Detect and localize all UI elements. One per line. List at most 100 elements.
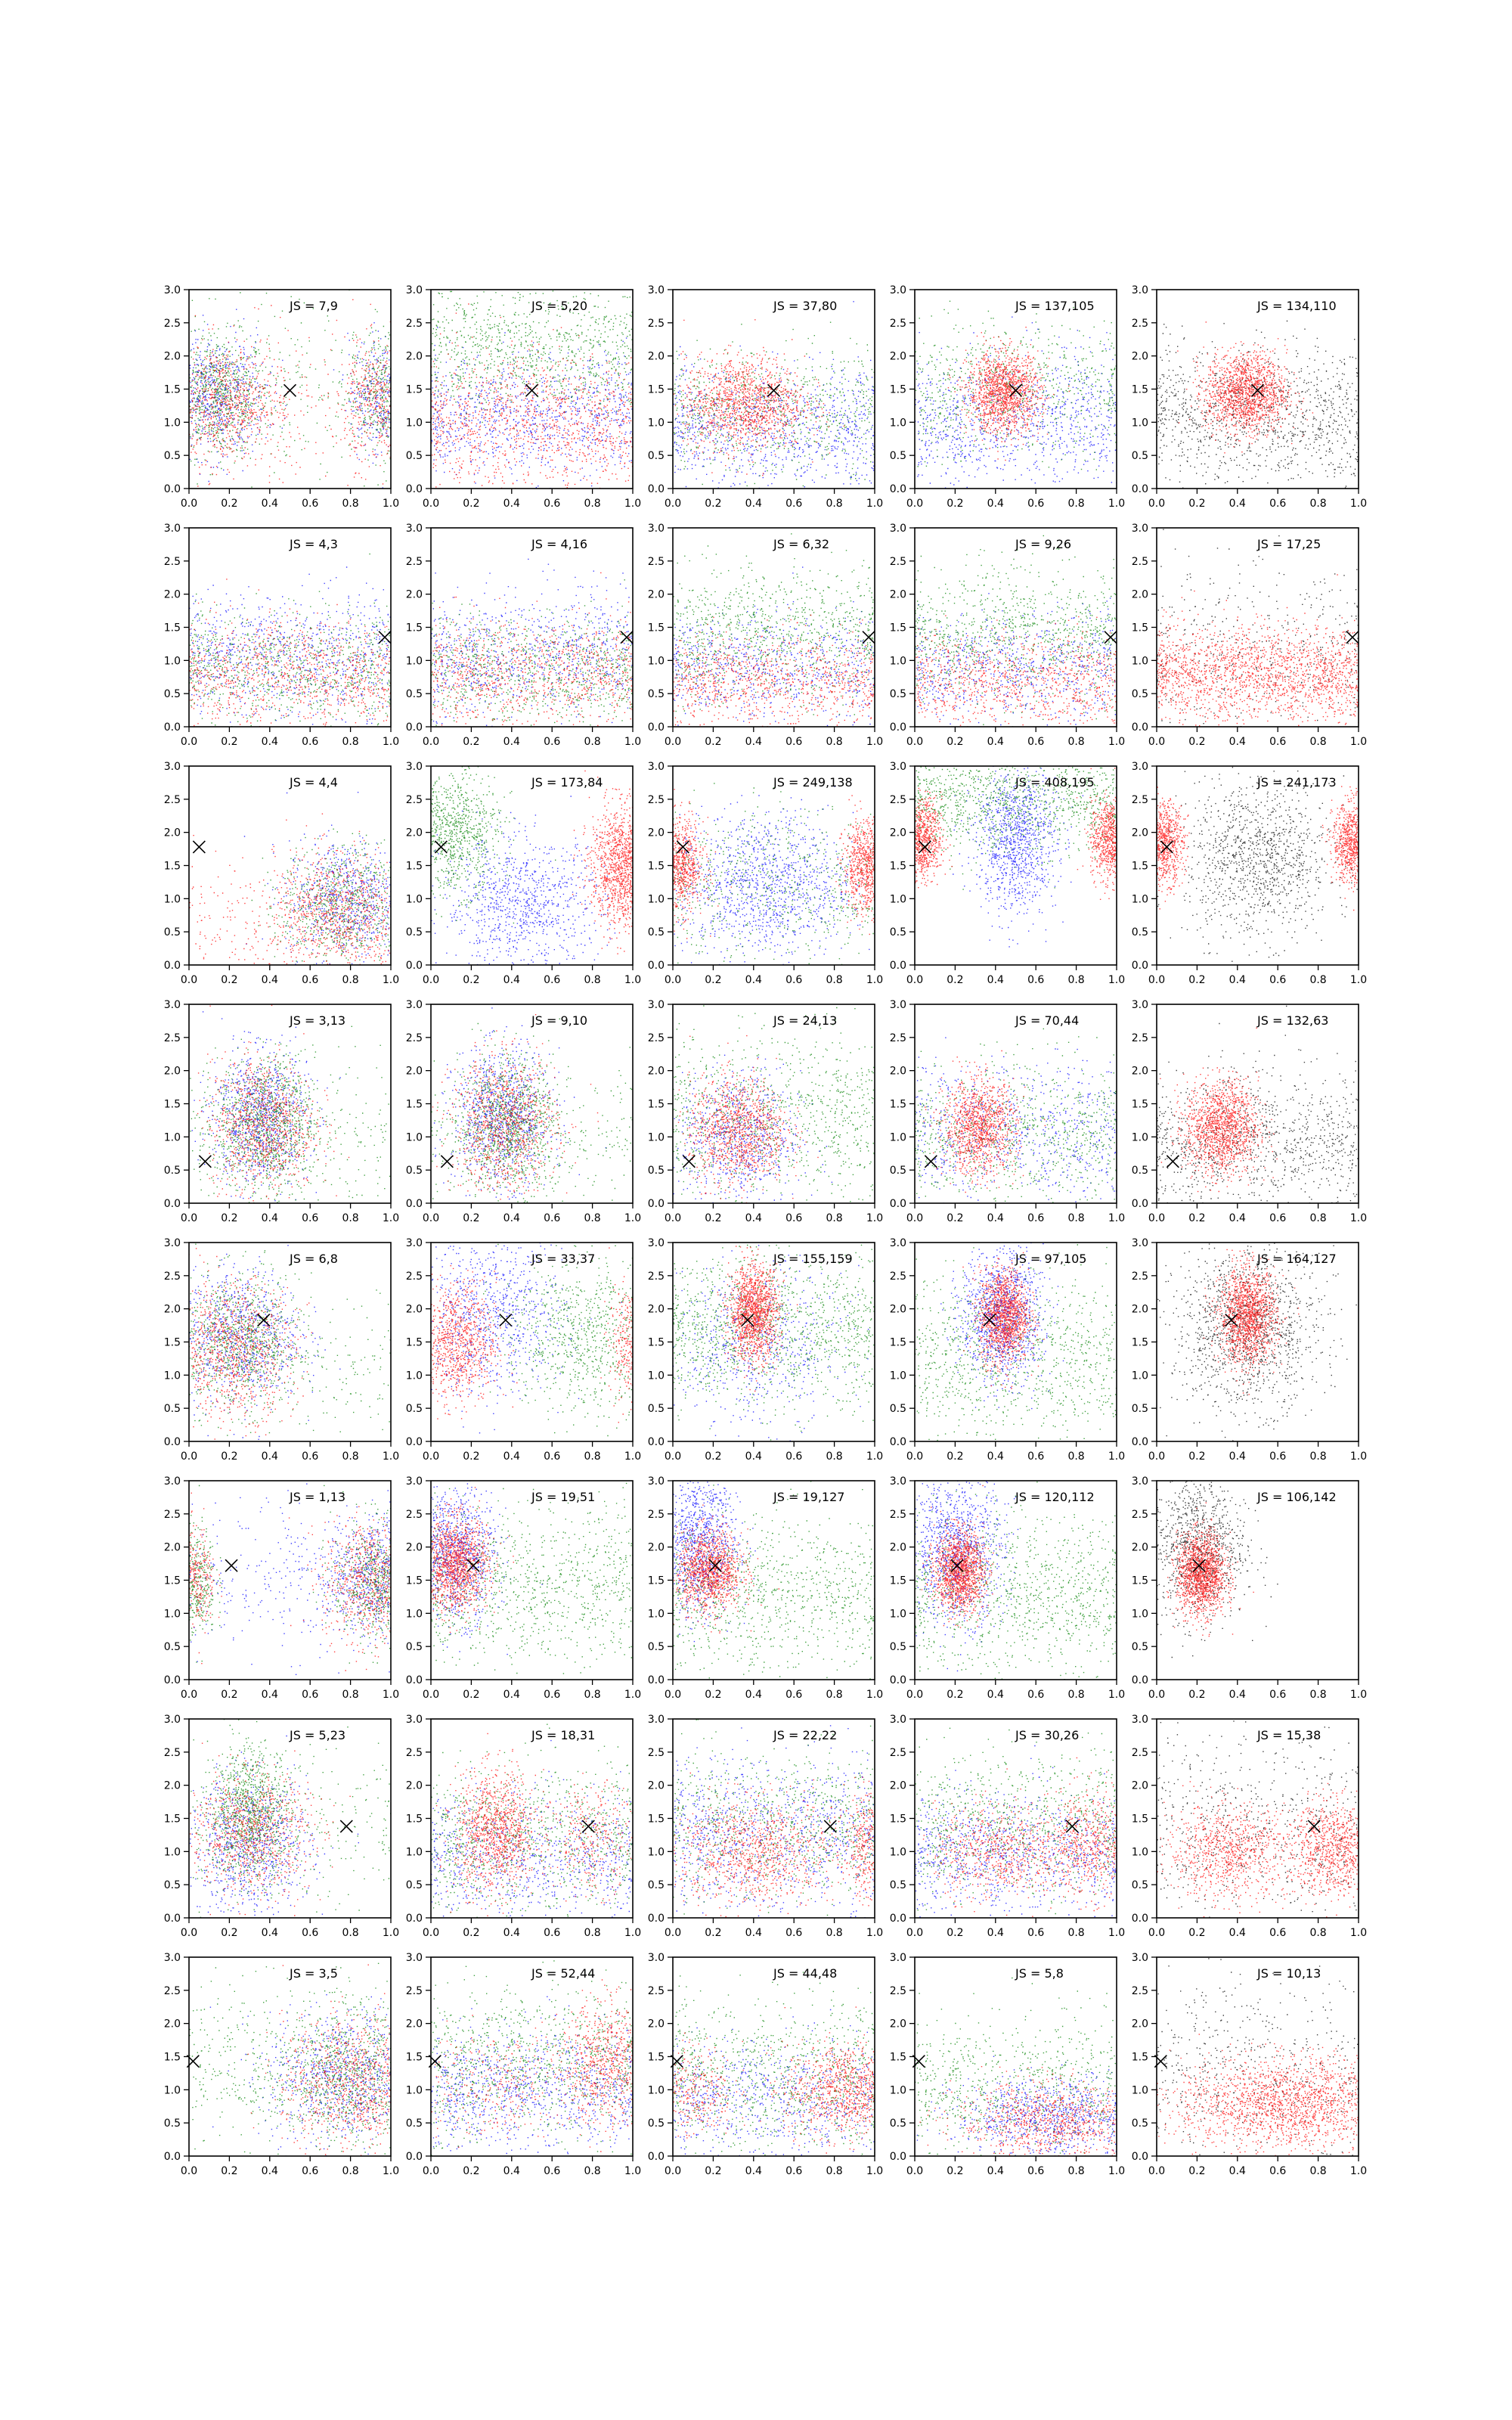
- y-tick-label: 2.5: [1132, 1985, 1148, 1997]
- series-green: [915, 1978, 1117, 2163]
- js-annotation: JS = 9,26: [1015, 537, 1071, 551]
- series-green: [185, 1485, 396, 1664]
- x-tick-label: 0.4: [987, 1689, 1004, 1701]
- series-black: [1157, 1955, 1359, 2162]
- scatter-points: [915, 1978, 1122, 2164]
- y-tick-label: 0.0: [1132, 2151, 1148, 2163]
- x-tick-label: 0.4: [503, 1689, 520, 1701]
- y-tick-label: 0.5: [1132, 450, 1148, 462]
- x-tick-label: 0.6: [1269, 1450, 1286, 1463]
- series-green: [915, 1244, 1117, 1447]
- y-tick-label: 2.5: [1132, 1270, 1148, 1283]
- y-tick-label: 1.0: [1132, 1608, 1148, 1620]
- x-tick-label: 0.8: [584, 736, 600, 748]
- x-tick-label: 0.4: [987, 974, 1004, 986]
- x-tick-label: 0.6: [1027, 498, 1044, 510]
- x-tick-label: 0.4: [987, 498, 1004, 510]
- series-blue: [915, 317, 1117, 495]
- y-tick-label: 2.0: [406, 827, 423, 839]
- y-tick-label: 1.0: [648, 1608, 665, 1620]
- y-tick-label: 1.0: [648, 417, 665, 429]
- x-tick-label: 1.0: [624, 1450, 641, 1463]
- y-tick-label: 2.0: [164, 1066, 181, 1078]
- y-tick-label: 0.5: [648, 1403, 665, 1415]
- series-red: [670, 1035, 819, 1210]
- x-tick-label: 0.8: [826, 498, 842, 510]
- x-tick-label: 1.0: [866, 1450, 883, 1463]
- js-annotation: JS = 3,13: [289, 1013, 345, 1028]
- subplot-r3-c2: 0.0 0.2 0.4 0.6 0.8 1.00.00.51.01.52.02.53.0J…: [406, 761, 641, 986]
- y-tick-label: 2.0: [648, 1542, 665, 1554]
- y-tick-label: 2.5: [648, 1985, 665, 1997]
- x-tick-label: 0.2: [705, 736, 721, 748]
- y-tick-label: 3.0: [406, 1237, 423, 1249]
- y-tick-label: 3.0: [406, 761, 423, 773]
- x-tick-label: 0.6: [1027, 1927, 1044, 1939]
- x-tick-label: 0.4: [503, 2165, 520, 2177]
- js-annotation: JS = 5,20: [531, 299, 587, 313]
- y-tick-label: 1.5: [1132, 2052, 1148, 2064]
- y-tick-label: 2.0: [890, 827, 906, 839]
- y-tick-label: 3.0: [406, 284, 423, 296]
- y-tick-label: 1.0: [890, 1846, 906, 1858]
- x-tick-label: 1.0: [1108, 1212, 1125, 1224]
- axes-frame: [431, 1719, 633, 1918]
- x-tick-label: 0.6: [544, 1689, 560, 1701]
- y-tick-label: 3.0: [890, 1475, 906, 1488]
- y-tick-label: 2.0: [648, 827, 665, 839]
- subplot-r1-c4: 0.0 0.2 0.4 0.6 0.8 1.00.00.51.01.52.02.53.0J…: [890, 284, 1125, 510]
- x-tick-label: 0.2: [705, 1450, 721, 1463]
- x-tick-label: 1.0: [1350, 1212, 1367, 1224]
- y-tick-label: 1.5: [164, 861, 181, 873]
- y-tick-label: 1.0: [648, 655, 665, 667]
- y-tick-label: 2.0: [890, 589, 906, 601]
- x-tick-label: 0.4: [745, 974, 762, 986]
- subplot-r2-c5: 0.0 0.2 0.4 0.6 0.8 1.00.00.51.01.52.02.53.0J…: [1132, 523, 1367, 748]
- y-tick-label: 1.0: [406, 417, 423, 429]
- y-tick-label: 2.5: [890, 1985, 906, 1997]
- y-tick-label: 1.5: [1132, 622, 1148, 634]
- scatter-points: [1153, 760, 1364, 971]
- y-tick-label: 1.0: [406, 655, 423, 667]
- x-tick-label: 0.4: [262, 1689, 278, 1701]
- x-tick-label: 0.8: [342, 1927, 358, 1939]
- series-green: [915, 525, 1117, 728]
- axes-frame: [915, 1719, 1117, 1918]
- x-tick-label: 0.6: [785, 2165, 802, 2177]
- y-tick-label: 2.5: [890, 1270, 906, 1283]
- y-tick-label: 3.0: [164, 761, 181, 773]
- y-tick-label: 0.0: [890, 960, 906, 972]
- x-tick-label: 0.6: [1027, 1450, 1044, 1463]
- subplot-r1-c3: 0.0 0.2 0.4 0.6 0.8 1.00.00.51.01.52.02.53.0J…: [648, 284, 883, 510]
- y-tick-label: 2.5: [1132, 1747, 1148, 1759]
- scatter-points: [431, 1724, 637, 1925]
- y-tick-label: 1.5: [648, 1337, 665, 1349]
- y-tick-label: 2.0: [164, 827, 181, 839]
- y-tick-label: 2.0: [406, 1780, 423, 1792]
- y-tick-label: 1.5: [406, 622, 423, 634]
- y-tick-label: 0.5: [890, 1641, 906, 1653]
- series-red: [572, 771, 638, 954]
- x-tick-label: 0.4: [262, 1212, 278, 1224]
- y-tick-label: 0.5: [648, 926, 665, 939]
- subplot-r7-c5: 0.0 0.2 0.4 0.6 0.8 1.00.00.51.01.52.02.53.0J…: [1132, 1714, 1367, 1939]
- y-tick-label: 1.5: [406, 1813, 423, 1826]
- x-tick-label: 1.0: [866, 498, 883, 510]
- x-marker: [467, 1559, 479, 1571]
- y-tick-label: 1.0: [890, 2084, 906, 2096]
- y-tick-label: 1.5: [1132, 384, 1148, 396]
- x-tick-label: 0.6: [302, 1212, 318, 1224]
- y-tick-label: 2.0: [406, 351, 423, 363]
- x-marker: [1167, 1156, 1179, 1168]
- scatter-points: [185, 1717, 392, 1926]
- y-tick-label: 2.0: [164, 589, 181, 601]
- y-tick-label: 0.5: [406, 926, 423, 939]
- y-tick-label: 0.0: [406, 721, 423, 734]
- x-tick-label: 0.6: [544, 1450, 560, 1463]
- x-tick-label: 0.0: [906, 1927, 923, 1939]
- x-tick-label: 1.0: [1108, 1927, 1125, 1939]
- y-tick-label: 3.0: [648, 284, 665, 296]
- series-blue: [669, 1475, 760, 1642]
- x-tick-label: 0.8: [584, 1450, 600, 1463]
- y-tick-label: 1.0: [1132, 417, 1148, 429]
